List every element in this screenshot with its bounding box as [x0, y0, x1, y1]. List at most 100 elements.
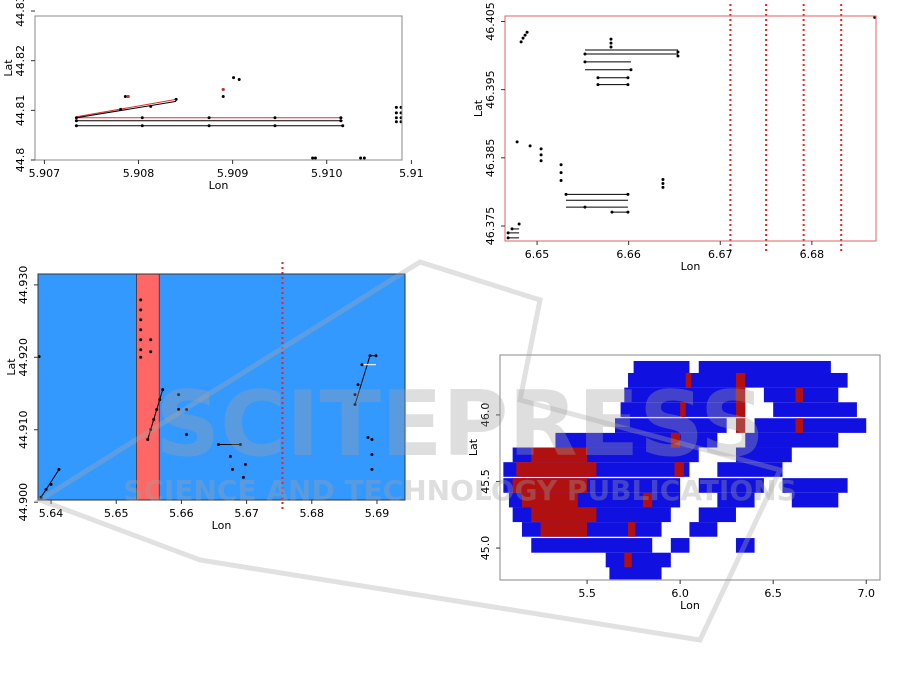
point	[311, 156, 315, 160]
point	[370, 467, 374, 471]
point	[221, 87, 225, 91]
cell-span	[735, 538, 755, 553]
x-axis-label: Lon	[681, 260, 701, 273]
cell-span	[754, 418, 867, 433]
point	[368, 354, 372, 358]
point	[360, 363, 364, 367]
cell-span	[605, 552, 671, 568]
y-tick-label: 44.82	[14, 45, 27, 76]
cell-span	[773, 402, 857, 417]
point	[356, 383, 360, 387]
plot-frame	[34, 15, 403, 161]
point	[57, 467, 61, 471]
x-tick-label: 5.66	[169, 507, 194, 520]
y-axis-label: Lat	[5, 358, 18, 376]
point	[139, 338, 143, 342]
cell-span	[717, 462, 783, 477]
point	[49, 482, 53, 486]
point	[559, 179, 563, 183]
point	[74, 116, 78, 120]
cell-span	[531, 507, 597, 523]
cell-span	[670, 538, 690, 553]
point	[525, 30, 529, 34]
y-tick-label: 45.5	[479, 469, 492, 494]
point	[661, 178, 665, 181]
watermark-subtitle: SCIENCE AND TECHNOLOGY PUBLICATIONS	[123, 474, 797, 507]
cell-span	[745, 432, 839, 448]
y-tick-label: 46.395	[484, 70, 497, 109]
point	[370, 437, 374, 441]
y-tick-label: 46.405	[484, 2, 497, 41]
point	[661, 181, 665, 185]
track-line	[354, 355, 371, 405]
point	[394, 116, 398, 120]
x-tick-label: 5.909	[217, 167, 249, 180]
x-tick-label: 5.907	[29, 167, 61, 180]
x-tick-label: 6.67	[708, 248, 733, 261]
point	[221, 94, 225, 98]
point	[207, 116, 211, 120]
point	[353, 393, 357, 397]
point	[177, 408, 181, 412]
point	[873, 15, 877, 19]
cell-span	[531, 538, 653, 553]
point	[161, 388, 165, 392]
point	[44, 487, 48, 491]
y-tick-label: 45.0	[479, 536, 492, 561]
x-tick-label: 6.5	[764, 587, 782, 600]
x-tick-label: 5.65	[104, 507, 129, 520]
x-tick-label: 5.69	[365, 507, 390, 520]
point	[366, 435, 370, 439]
cell-span	[680, 402, 686, 417]
track-line	[76, 100, 177, 119]
cell-span	[670, 432, 681, 448]
point	[609, 41, 613, 45]
cell-span	[689, 522, 718, 537]
watermark-title: SCITEPRESS	[155, 372, 765, 477]
cell-span	[531, 447, 588, 463]
x-tick-label: 5.68	[300, 507, 325, 520]
cell-span	[735, 447, 792, 463]
x-axis-label: Lon	[212, 519, 232, 532]
point	[626, 192, 630, 196]
cell-span	[735, 418, 746, 433]
point	[177, 393, 181, 397]
point	[609, 45, 613, 49]
point	[661, 185, 665, 189]
point	[515, 140, 519, 144]
point	[123, 94, 127, 98]
point	[394, 105, 398, 109]
point	[339, 119, 343, 123]
point	[506, 236, 510, 240]
y-tick-label: 44.900	[17, 483, 30, 522]
point	[238, 442, 242, 446]
point	[313, 156, 317, 160]
point	[523, 33, 527, 37]
point	[564, 192, 568, 196]
point	[629, 68, 633, 72]
cell-span	[642, 492, 653, 508]
point	[353, 403, 357, 407]
x-tick-label: 5.91	[399, 167, 424, 180]
cell-span	[615, 418, 727, 433]
point	[521, 36, 525, 40]
x-axis-label: Lon	[209, 179, 229, 192]
cell-span	[782, 478, 848, 493]
point	[149, 428, 153, 432]
point	[230, 467, 234, 471]
point	[370, 452, 374, 456]
plot-frame	[504, 15, 877, 242]
point	[339, 116, 343, 120]
point	[610, 210, 614, 214]
point	[676, 54, 680, 58]
point	[506, 231, 510, 235]
point	[559, 171, 563, 175]
x-tick-label: 7.0	[857, 587, 875, 600]
cell-span	[717, 492, 755, 508]
x-tick-label: 6.0	[671, 587, 689, 600]
point	[626, 76, 630, 80]
point	[273, 116, 277, 120]
point	[207, 124, 211, 128]
cell-span	[624, 387, 736, 403]
y-tick-label: 44.910	[17, 410, 30, 449]
